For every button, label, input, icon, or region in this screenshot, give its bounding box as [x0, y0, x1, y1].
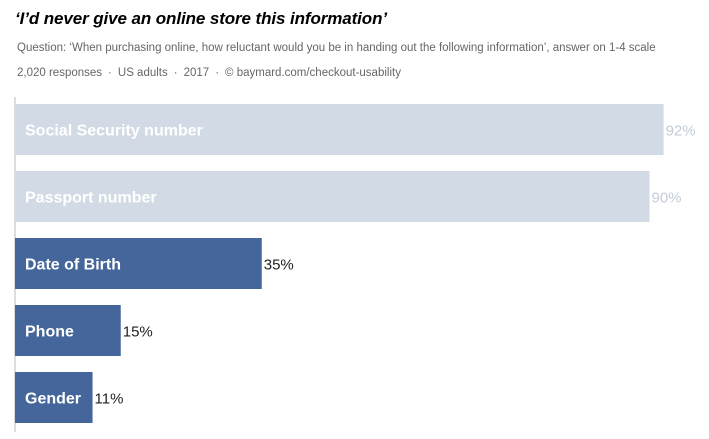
responses-count: 2,020 responses: [17, 67, 103, 79]
bar-0: [15, 104, 664, 155]
bar-category-label-1: Passport number: [25, 190, 157, 207]
survey-year: 2017: [183, 67, 210, 79]
bar-value-label-4: 11%: [95, 391, 124, 408]
chart-title: ‘I’d never give an online store this inf…: [15, 9, 387, 28]
bar-4: [15, 372, 93, 423]
bar-1: [15, 171, 650, 222]
bar-category-label-0: Social Security number: [25, 123, 203, 140]
bar-category-label-2: Date of Birth: [25, 257, 121, 274]
bar-category-label-4: Gender: [25, 391, 81, 408]
chart-question: Question: ‘When purchasing online, how r…: [17, 42, 656, 54]
bar-category-label-3: Phone: [25, 324, 74, 341]
bar-value-label-2: 35%: [264, 257, 294, 274]
bar-value-label-1: 90%: [652, 190, 682, 207]
bar-2: [15, 238, 262, 289]
chart-meta: 2,020 responses · US adults · 2017 · © baymard…: [17, 67, 401, 79]
bar-value-label-3: 15%: [123, 324, 153, 341]
bar-group: Social Security number 92% Passport number…: [15, 104, 696, 423]
source-link[interactable]: © baymard.com/checkout-usability: [225, 67, 401, 79]
bar-value-label-0: 92%: [666, 123, 696, 140]
population: US adults: [117, 67, 168, 79]
bar-3: [15, 305, 121, 356]
